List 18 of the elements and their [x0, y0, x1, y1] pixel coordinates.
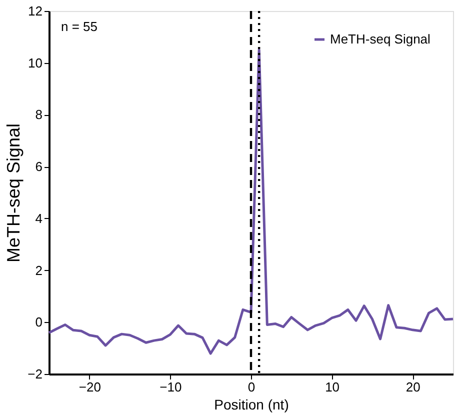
y-tick-label: 6 — [35, 159, 42, 174]
y-tick-label: 2 — [35, 262, 42, 278]
x-tick-label: 0 — [248, 380, 256, 394]
y-tick-label: 0 — [35, 314, 42, 330]
x-tick-label: 20 — [406, 380, 420, 394]
y-tick-label: 8 — [35, 107, 42, 122]
y-tick-label: 12 — [28, 4, 42, 18]
y-tick-label: 10 — [28, 55, 42, 70]
x-tick-label: −20 — [78, 380, 101, 394]
y-axis-title: MeTH-seq Signal — [4, 123, 24, 263]
legend-label: MeTH-seq Signal — [330, 32, 431, 46]
x-axis-title: Position (nt) — [214, 396, 289, 412]
y-tick-label: 4 — [35, 210, 42, 226]
x-tick-label: −10 — [160, 380, 182, 394]
line-series — [48, 48, 454, 355]
x-tick-label: 10 — [325, 380, 340, 394]
y-tick-label: −2 — [28, 366, 42, 382]
annotation: n = 55 — [61, 19, 98, 34]
